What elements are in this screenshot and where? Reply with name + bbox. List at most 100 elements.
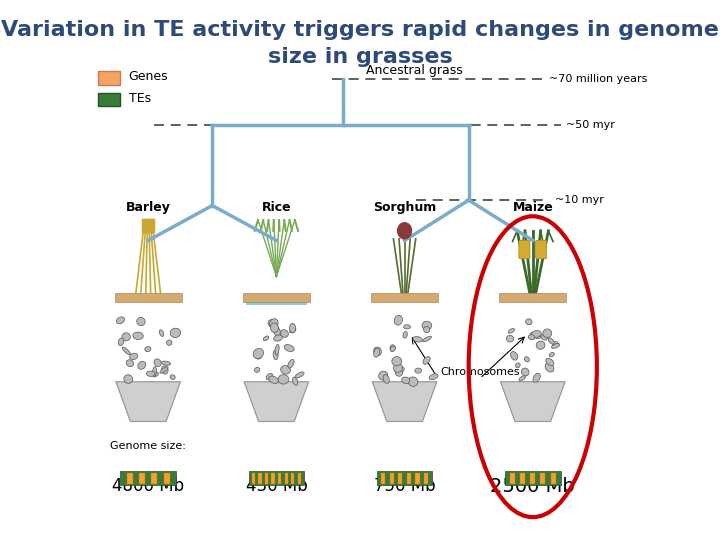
Ellipse shape bbox=[533, 373, 541, 382]
FancyBboxPatch shape bbox=[278, 473, 282, 483]
FancyBboxPatch shape bbox=[127, 473, 132, 483]
FancyBboxPatch shape bbox=[114, 293, 181, 302]
Ellipse shape bbox=[289, 328, 296, 333]
Ellipse shape bbox=[553, 342, 559, 347]
Ellipse shape bbox=[519, 376, 526, 381]
FancyBboxPatch shape bbox=[424, 473, 428, 483]
FancyBboxPatch shape bbox=[271, 473, 275, 483]
Text: 750 Mb: 750 Mb bbox=[374, 477, 436, 495]
Polygon shape bbox=[116, 382, 181, 422]
Ellipse shape bbox=[161, 366, 168, 374]
Text: size in grasses: size in grasses bbox=[268, 47, 452, 67]
FancyBboxPatch shape bbox=[120, 471, 176, 485]
Text: Variation in TE activity triggers rapid changes in genome: Variation in TE activity triggers rapid … bbox=[1, 20, 719, 40]
Ellipse shape bbox=[124, 375, 132, 383]
Ellipse shape bbox=[278, 375, 289, 384]
Ellipse shape bbox=[269, 376, 279, 383]
Ellipse shape bbox=[552, 343, 559, 348]
Text: Genes: Genes bbox=[129, 70, 168, 83]
Ellipse shape bbox=[403, 332, 408, 338]
Ellipse shape bbox=[161, 361, 171, 365]
Ellipse shape bbox=[268, 320, 276, 327]
Ellipse shape bbox=[137, 318, 145, 326]
FancyBboxPatch shape bbox=[505, 471, 561, 485]
Ellipse shape bbox=[392, 356, 402, 366]
FancyBboxPatch shape bbox=[151, 473, 158, 483]
FancyBboxPatch shape bbox=[371, 293, 438, 302]
Ellipse shape bbox=[254, 367, 260, 373]
FancyBboxPatch shape bbox=[243, 293, 310, 302]
Text: Chromosomes: Chromosomes bbox=[441, 367, 521, 377]
Ellipse shape bbox=[423, 336, 431, 342]
Ellipse shape bbox=[275, 345, 279, 355]
Ellipse shape bbox=[269, 319, 278, 329]
Ellipse shape bbox=[379, 371, 388, 380]
Ellipse shape bbox=[408, 377, 418, 387]
FancyBboxPatch shape bbox=[520, 473, 525, 483]
Ellipse shape bbox=[154, 359, 161, 367]
Ellipse shape bbox=[273, 350, 278, 360]
Ellipse shape bbox=[395, 369, 402, 376]
Text: Maize: Maize bbox=[513, 200, 553, 214]
Polygon shape bbox=[244, 382, 309, 422]
Ellipse shape bbox=[394, 363, 402, 372]
Ellipse shape bbox=[170, 375, 175, 380]
Ellipse shape bbox=[374, 348, 379, 357]
Ellipse shape bbox=[280, 330, 288, 338]
Text: Barley: Barley bbox=[126, 200, 171, 214]
Ellipse shape bbox=[253, 348, 264, 359]
FancyBboxPatch shape bbox=[248, 471, 305, 485]
Ellipse shape bbox=[516, 363, 520, 368]
Text: ~50 myr: ~50 myr bbox=[566, 120, 615, 130]
FancyBboxPatch shape bbox=[536, 240, 546, 259]
Ellipse shape bbox=[524, 357, 529, 362]
Ellipse shape bbox=[423, 327, 430, 333]
Ellipse shape bbox=[160, 367, 168, 373]
Ellipse shape bbox=[404, 325, 410, 329]
Ellipse shape bbox=[117, 317, 125, 324]
Ellipse shape bbox=[284, 345, 294, 352]
Ellipse shape bbox=[397, 222, 412, 239]
FancyBboxPatch shape bbox=[551, 473, 556, 483]
FancyBboxPatch shape bbox=[377, 471, 433, 485]
FancyBboxPatch shape bbox=[519, 240, 530, 259]
Ellipse shape bbox=[170, 328, 181, 338]
Text: 2500 Mb: 2500 Mb bbox=[490, 477, 575, 496]
FancyBboxPatch shape bbox=[246, 297, 307, 305]
Ellipse shape bbox=[422, 321, 432, 330]
Ellipse shape bbox=[274, 335, 282, 341]
Text: ~10 myr: ~10 myr bbox=[555, 195, 604, 205]
FancyBboxPatch shape bbox=[284, 473, 288, 483]
Polygon shape bbox=[500, 382, 565, 422]
Ellipse shape bbox=[122, 347, 130, 355]
Ellipse shape bbox=[390, 346, 395, 352]
Ellipse shape bbox=[288, 360, 294, 368]
FancyBboxPatch shape bbox=[291, 473, 294, 483]
Text: 430 Mb: 430 Mb bbox=[246, 477, 307, 495]
FancyBboxPatch shape bbox=[252, 473, 255, 483]
Text: Sorghum: Sorghum bbox=[373, 200, 436, 214]
Ellipse shape bbox=[271, 323, 279, 333]
Ellipse shape bbox=[118, 338, 124, 346]
Ellipse shape bbox=[536, 341, 545, 349]
Ellipse shape bbox=[541, 334, 547, 340]
FancyBboxPatch shape bbox=[381, 473, 385, 483]
Text: ~70 million years: ~70 million years bbox=[549, 75, 648, 84]
FancyBboxPatch shape bbox=[500, 293, 566, 302]
Ellipse shape bbox=[289, 323, 296, 333]
Text: Ancestral grass: Ancestral grass bbox=[366, 64, 462, 77]
Text: TEs: TEs bbox=[129, 92, 150, 105]
Ellipse shape bbox=[510, 352, 518, 360]
Ellipse shape bbox=[256, 350, 262, 359]
Ellipse shape bbox=[138, 361, 145, 369]
FancyBboxPatch shape bbox=[541, 473, 546, 483]
Ellipse shape bbox=[535, 334, 541, 339]
FancyBboxPatch shape bbox=[258, 473, 261, 483]
Ellipse shape bbox=[528, 335, 535, 340]
Ellipse shape bbox=[295, 372, 304, 378]
Ellipse shape bbox=[146, 371, 155, 376]
FancyBboxPatch shape bbox=[530, 473, 535, 483]
Ellipse shape bbox=[415, 368, 422, 373]
Ellipse shape bbox=[264, 336, 269, 341]
FancyBboxPatch shape bbox=[139, 473, 145, 483]
